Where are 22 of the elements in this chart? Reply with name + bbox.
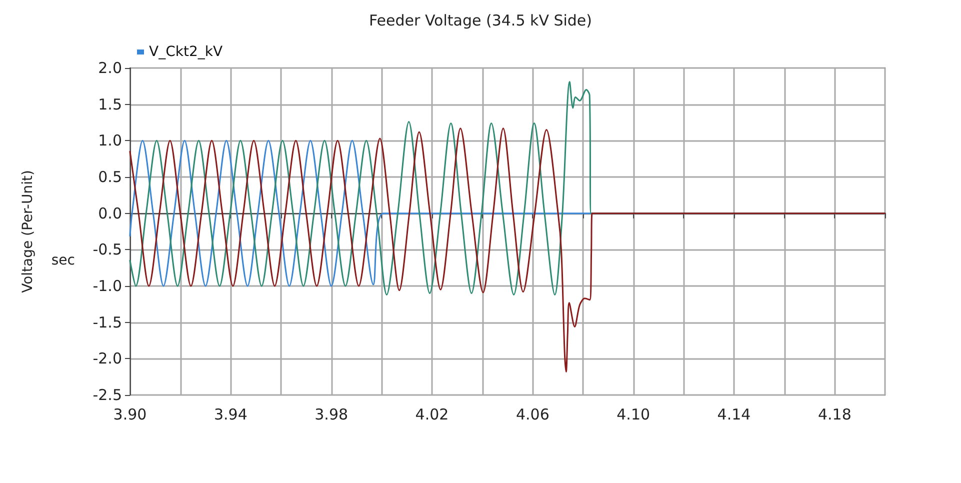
x-tick-label: 4.02	[415, 406, 449, 424]
y-tick-label: 1.5	[98, 95, 122, 114]
y-tick-label: 0.5	[98, 168, 122, 186]
x-tick-label: 3.90	[113, 406, 147, 424]
y-tick-label: -0.5	[92, 240, 122, 259]
y-tick-label: -1.0	[92, 277, 122, 295]
chart-title: Feeder Voltage (34.5 kV Side)	[368, 12, 592, 30]
x-axis-title: sec	[51, 252, 75, 268]
y-tick-label: -2.0	[92, 350, 122, 368]
x-tick-label: 3.94	[214, 406, 248, 424]
y-tick-label: 1.0	[98, 132, 122, 150]
y-tick-label: -1.5	[92, 313, 122, 332]
x-tick-label: 3.98	[314, 406, 348, 424]
x-tick-label: 4.10	[616, 406, 650, 424]
x-tick-label: 4.06	[516, 406, 550, 424]
y-tick-label: 0.0	[98, 204, 122, 222]
y-tick-label: -2.5	[92, 386, 122, 404]
x-tick-label: 4.18	[818, 406, 852, 424]
x-tick-label: 4.14	[717, 406, 751, 424]
y-tick-label: 2.0	[98, 59, 122, 77]
legend-label: V_Ckt2_kV	[149, 44, 223, 60]
y-axis-title: Voltage (Per-Unit)	[20, 170, 36, 293]
